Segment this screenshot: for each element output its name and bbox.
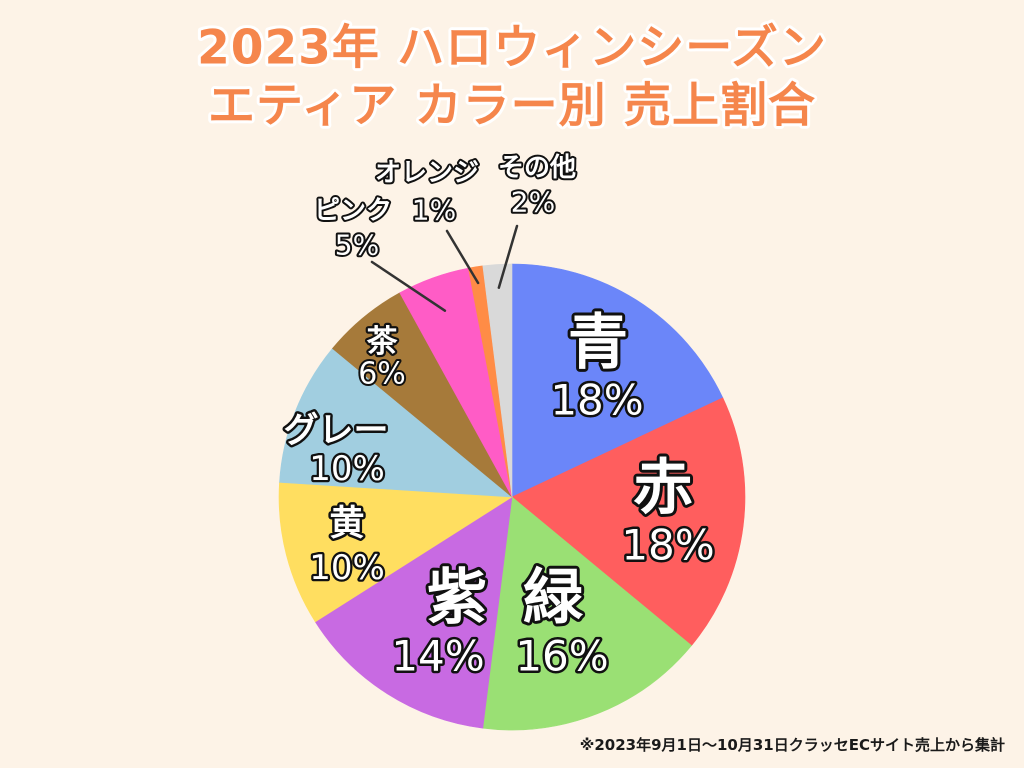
chart-title-line-1: 2023年 ハロウィンシーズン (197, 21, 827, 76)
pie-slice-other (482, 263, 513, 498)
slice-label-orange: オレンジ (375, 158, 479, 188)
leader-lines (370, 224, 519, 312)
slice-value-yellow: 10% (309, 548, 385, 588)
leader-line-pink (370, 260, 447, 312)
slice-value-purple: 14% (391, 632, 484, 681)
pie-slice-red (511, 397, 746, 646)
slice-value-orange: 1% (412, 194, 456, 227)
slice-value-red: 18% (621, 521, 714, 570)
slice-value-brown: 6% (358, 357, 406, 392)
slice-labels: 青 18% 赤 18% 緑 16% 紫 14% 黄 10% グレー 10% 茶 … (281, 151, 717, 683)
leader-line-other (497, 224, 519, 289)
slice-value-other: 2% (511, 186, 555, 219)
slice-label-purple: 紫 (427, 563, 487, 633)
slice-label-brown: 茶 (367, 324, 399, 360)
slice-label-gray: グレー (283, 411, 388, 451)
slice-label-green: 緑 (523, 563, 584, 633)
slice-value-pink: 5% (335, 229, 379, 262)
pie-slice-yellow (278, 482, 513, 623)
slice-label-blue: 青 (568, 308, 628, 378)
slice-value-green: 16% (515, 632, 608, 681)
pie-slice-gray (279, 348, 513, 498)
slice-label-yellow: 黄 (329, 504, 364, 544)
chart-title: 2023年 ハロウィンシーズン エティア カラー別 売上割合 (194, 18, 829, 137)
slice-value-gray: 10% (309, 449, 385, 489)
slice-label-pink: ピンク (314, 196, 392, 226)
pie-slice-blue (511, 263, 724, 498)
leader-line-orange (445, 229, 480, 285)
chart-title-line-2: エティア カラー別 売上割合 (208, 79, 816, 134)
slice-label-other: その他 (498, 153, 576, 183)
pie-slice-purple (314, 496, 513, 729)
pie-slices (278, 263, 746, 731)
footnote: ※2023年9月1日〜10月31日クラッセECサイト売上から集計 (580, 736, 1005, 754)
pie-slice-green (482, 496, 692, 731)
slice-label-red: 赤 (633, 453, 693, 523)
slice-value-blue: 18% (550, 376, 643, 425)
